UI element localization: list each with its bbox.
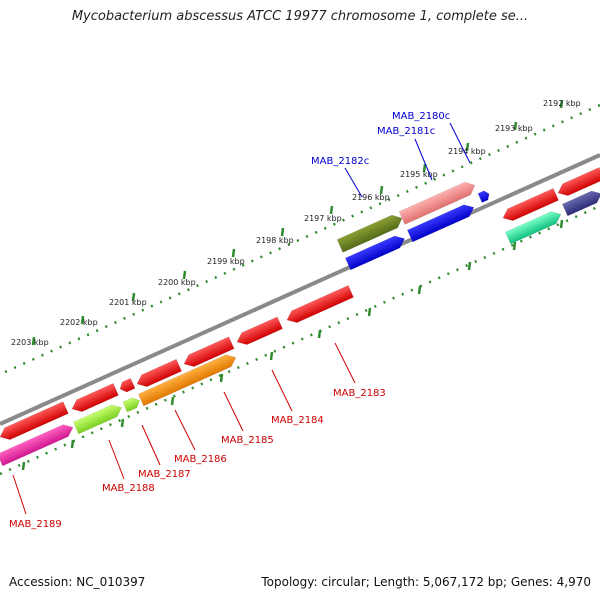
ruler-tick [231, 248, 236, 258]
ruler-tick-label: 2198 kbp [256, 236, 294, 245]
gene-label-mab-2188[interactable]: MAB_2188 [102, 483, 155, 494]
gene-mab-2188-red[interactable] [69, 383, 119, 415]
ruler-tick-label: 2201 kbp [109, 298, 147, 307]
map-title: Mycobacterium abscessus ATCC 19977 chrom… [71, 9, 529, 24]
ruler-inner-dots [0, 204, 600, 476]
ruler-inner-tick [170, 396, 175, 406]
gene-mab-2183[interactable] [284, 285, 354, 326]
ruler-tick-label: 2195 kbp [400, 170, 438, 179]
gene-mab-2181c-outer[interactable] [398, 179, 478, 225]
gene-label-mab-2182c[interactable]: MAB_2182c [311, 156, 369, 167]
ruler-tick [379, 185, 384, 195]
gene-label-mab-2183[interactable]: MAB_2183 [333, 388, 386, 399]
gene-features[interactable] [0, 167, 600, 467]
gene-mab-2189-red[interactable] [0, 401, 69, 443]
ruler-inner-tick [21, 461, 26, 471]
gene-label-mab-2181c[interactable]: MAB_2181c [377, 126, 435, 137]
ruler-inner-tick [269, 351, 274, 361]
ruler-tick [182, 270, 187, 280]
ruler-inner-tick [70, 439, 75, 449]
ruler-tick [31, 336, 36, 346]
gene-mab-2186-red[interactable] [134, 358, 182, 390]
gene-label-leader [334, 342, 356, 384]
gene-small-red[interactable] [118, 377, 136, 394]
ruler-tick-label: 2192 kbp [543, 99, 581, 108]
ruler-tick-labels: 2192 kbp 2193 kbp 2194 kbp 2195 kbp 2196 kbp… [11, 99, 581, 347]
ruler-tick-label: 2200 kbp [158, 278, 196, 287]
ruler-inner-tick [467, 261, 472, 271]
gene-mab-2180c[interactable] [477, 189, 491, 203]
ruler-inner-tick [219, 373, 224, 383]
gene-reverse-right-1[interactable] [500, 188, 559, 224]
gene-labels[interactable]: MAB_2180c MAB_2181c MAB_2182c MAB_2183 MAB_2… [9, 111, 471, 530]
genome-summary: Topology: circular; Length: 5,067,172 bp… [261, 575, 591, 589]
gene-mab-2185-red[interactable] [181, 336, 235, 370]
ruler-tick [329, 205, 334, 215]
gene-mab-2186[interactable] [138, 352, 238, 407]
ruler-tick [465, 142, 470, 152]
ruler-tick-label: 2202 kbp [60, 318, 98, 327]
gene-label-mab-2184[interactable]: MAB_2184 [271, 415, 324, 426]
gene-label-mab-2187[interactable]: MAB_2187 [138, 469, 191, 480]
gene-label-leader [414, 138, 433, 181]
gene-label-mab-2180c[interactable]: MAB_2180c [392, 111, 450, 122]
gene-label-mab-2189[interactable]: MAB_2189 [9, 519, 62, 530]
gene-forward-blue-2[interactable] [407, 201, 476, 243]
ruler-tick [280, 227, 285, 237]
ruler-inner-tick [367, 307, 372, 317]
ruler-tick-label: 2203 kbp [11, 338, 49, 347]
gene-label-leader [141, 424, 161, 466]
ruler-tick [131, 292, 136, 302]
gene-label-leader [344, 167, 363, 198]
ruler-inner-tick [417, 285, 422, 295]
ruler-tick-label: 2199 kbp [207, 257, 245, 266]
gene-label-leader [271, 369, 293, 412]
ruler-major-ticks [21, 99, 564, 471]
ruler-tick-label: 2197 kbp [304, 214, 342, 223]
ruler-tick-label: 2193 kbp [495, 124, 533, 133]
gene-mab-2188[interactable] [73, 402, 124, 435]
ruler-inner-tick [317, 329, 322, 339]
gene-mab-2187[interactable] [122, 395, 142, 413]
gene-mab-2184[interactable] [234, 316, 283, 348]
accession-label: Accession: NC_010397 [9, 575, 146, 589]
ruler-tick [422, 163, 427, 173]
genome-backbone [0, 153, 600, 426]
gene-label-leader [12, 474, 27, 515]
gene-label-leader [223, 391, 244, 432]
ruler-tick [513, 121, 518, 131]
gene-label-mab-2186[interactable]: MAB_2186 [174, 454, 227, 465]
gene-mab-2182c[interactable] [336, 212, 405, 253]
ruler-inner-tick [559, 219, 564, 229]
ruler-tick [80, 315, 85, 325]
gene-label-leader [174, 409, 196, 451]
gene-forward-blue-1[interactable] [345, 233, 407, 271]
gene-forward-navy[interactable] [562, 188, 600, 217]
ruler-inner [0, 204, 600, 476]
ruler-tick [559, 99, 564, 109]
gene-label-mab-2185[interactable]: MAB_2185 [221, 435, 274, 446]
gene-mab-2189[interactable] [0, 421, 76, 467]
gene-label-leader [108, 439, 125, 480]
gene-forward-green[interactable] [505, 208, 563, 245]
ruler-inner-tick [120, 418, 125, 428]
ruler-tick-label: 2196 kbp [352, 193, 390, 202]
ruler-tick-label: 2194 kbp [448, 147, 486, 156]
gene-label-leader [449, 122, 471, 164]
gene-reverse-right-2[interactable] [555, 167, 600, 199]
ruler-inner-tick [512, 241, 517, 251]
